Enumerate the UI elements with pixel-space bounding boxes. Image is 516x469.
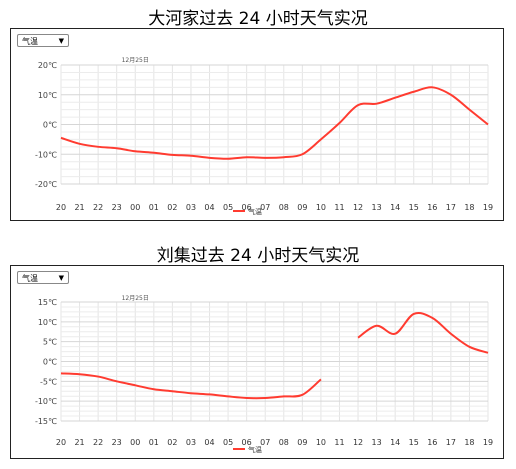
date-label: 12月25日	[122, 295, 149, 302]
date-label: 12月25日	[122, 57, 149, 64]
y-tick-label: 15℃	[38, 298, 57, 307]
x-tick-label: 19	[483, 203, 493, 212]
x-tick-label: 12	[353, 203, 363, 212]
x-tick-label: 22	[93, 438, 103, 447]
x-tick-label: 12	[353, 438, 363, 447]
metric-select-2[interactable]: 气温 ▼	[17, 271, 69, 284]
x-tick-label: 06	[242, 438, 252, 447]
x-tick-label: 21	[74, 203, 84, 212]
x-tick-label: 11	[334, 203, 344, 212]
metric-select-value: 气温	[22, 274, 38, 283]
chart-panel-1: 气温 ▼ 20℃ 10℃ 0℃ -10℃ -20℃ 12月25日 20 21 22 23 00 01 0…	[10, 28, 504, 221]
chevron-down-icon[interactable]: ▼	[58, 274, 64, 282]
x-tick-label: 03	[186, 438, 196, 447]
x-tick-label: 14	[390, 203, 400, 212]
x-tick-label: 04	[204, 438, 214, 447]
x-tick-label: 15	[409, 438, 419, 447]
x-tick-label: 01	[149, 438, 159, 447]
x-tick-label: 18	[464, 438, 474, 447]
y-tick-label: 0℃	[43, 358, 57, 367]
y-tick-label: 20℃	[38, 61, 57, 70]
x-tick-label: 10	[316, 203, 326, 212]
temperature-series-line	[60, 372, 322, 400]
y-tick-label: -5℃	[40, 377, 57, 386]
x-tick-label: 09	[297, 438, 307, 447]
y-tick-label: 10℃	[38, 318, 57, 327]
temperature-series-line	[357, 311, 489, 354]
y-tick-label: 0℃	[43, 121, 57, 130]
y-tick-label: -10℃	[35, 397, 57, 406]
x-tick-label: 19	[483, 438, 493, 447]
x-tick-label: 06	[242, 203, 252, 212]
x-tick-label: 20	[56, 203, 66, 212]
legend-label: 气温	[248, 445, 262, 454]
x-tick-label: 05	[223, 438, 233, 447]
x-tick-label: 05	[223, 203, 233, 212]
x-tick-label: 20	[56, 438, 66, 447]
temperature-line-chart-1: 20℃ 10℃ 0℃ -10℃ -20℃ 12月25日 20 21 22 23 00 01 02 03 04…	[35, 57, 493, 216]
x-tick-label: 17	[446, 203, 456, 212]
x-tick-label: 10	[316, 438, 326, 447]
x-tick-label: 07	[260, 203, 270, 212]
x-tick-label: 23	[112, 203, 122, 212]
chart-title-1: 大河家过去 24 小时天气实况	[148, 9, 368, 29]
y-tick-label: -10℃	[35, 150, 57, 159]
metric-select-value: 气温	[22, 37, 38, 46]
chart-panel-2: 气温 ▼ 15℃ 10℃ 5℃ 0℃ -5℃ -10℃ -15℃ 12月25日 20 21 22 23…	[10, 265, 504, 459]
x-tick-label: 08	[279, 438, 289, 447]
y-tick-label: -20℃	[35, 180, 57, 189]
y-tick-label: 5℃	[43, 338, 57, 347]
x-tick-label: 13	[372, 203, 382, 212]
x-tick-label: 07	[260, 438, 270, 447]
x-tick-label: 11	[334, 438, 344, 447]
x-tick-label: 21	[74, 438, 84, 447]
x-tick-label: 03	[186, 203, 196, 212]
y-tick-label: 10℃	[38, 91, 57, 100]
x-tick-label: 04	[204, 203, 214, 212]
x-tick-label: 17	[446, 438, 456, 447]
x-tick-label: 22	[93, 203, 103, 212]
chart-title-2: 刘集过去 24 小时天气实况	[156, 246, 360, 266]
x-tick-label: 18	[464, 203, 474, 212]
x-tick-label: 15	[409, 203, 419, 212]
temperature-series-line	[60, 86, 489, 160]
x-tick-label: 00	[130, 438, 140, 447]
temperature-line-chart-2: 15℃ 10℃ 5℃ 0℃ -5℃ -10℃ -15℃ 12月25日 20 21 22 23 00 01 0…	[35, 295, 493, 454]
x-tick-label: 23	[112, 438, 122, 447]
chevron-down-icon[interactable]: ▼	[58, 37, 64, 45]
x-tick-label: 16	[427, 438, 437, 447]
x-tick-label: 16	[427, 203, 437, 212]
y-tick-label: -15℃	[35, 417, 57, 426]
x-tick-label: 09	[297, 203, 307, 212]
x-tick-label: 14	[390, 438, 400, 447]
legend-label: 气温	[248, 207, 262, 216]
x-tick-label: 13	[372, 438, 382, 447]
metric-select-1[interactable]: 气温 ▼	[17, 34, 69, 47]
x-tick-label: 02	[167, 438, 177, 447]
x-tick-label: 01	[149, 203, 159, 212]
x-tick-label: 08	[279, 203, 289, 212]
x-tick-label: 02	[167, 203, 177, 212]
x-tick-label: 00	[130, 203, 140, 212]
